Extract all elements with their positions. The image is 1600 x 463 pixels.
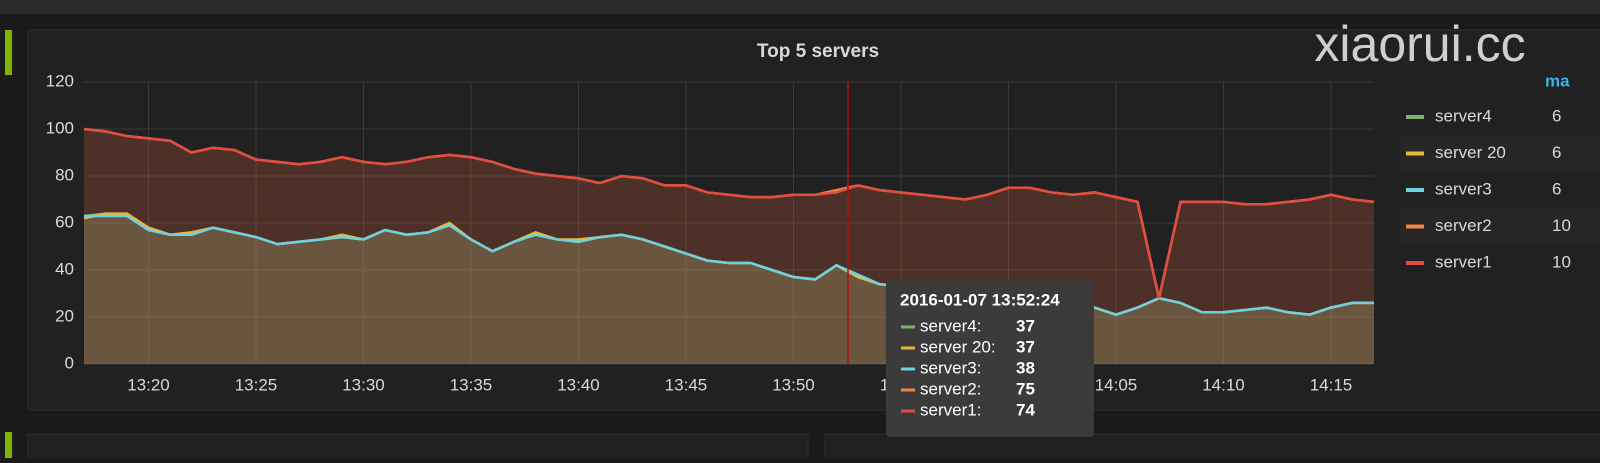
tooltip-label: server3: [920,358,981,377]
legend-value: 6 [1552,143,1561,162]
x-tick-label: 13:35 [450,375,493,394]
tooltip-rows: server4: 37 server 20: 37 server3: 38 server2:… [901,316,1035,419]
x-tick-label: 13:25 [235,375,278,394]
tooltip-swatch [901,325,915,329]
tooltip-swatch [901,367,915,371]
legend-label: server3 [1435,179,1492,198]
tooltip-label: server1: [920,400,981,419]
y-tick-label: 60 [55,212,74,231]
y-tick-label: 100 [46,118,74,137]
panel [27,29,1600,411]
tooltip-swatch [901,346,915,350]
panel [824,433,1600,463]
x-tick-label: 13:50 [772,375,815,394]
tooltip-value: 37 [1016,337,1035,356]
tooltip-value: 75 [1016,379,1035,398]
x-tick-label: 13:30 [342,375,385,394]
tooltip [886,280,1094,437]
tooltip-label: server2: [920,379,981,398]
legend-label: server1 [1435,252,1492,271]
legend-label: server4 [1435,106,1492,125]
panel [27,433,809,463]
watermark: xiaorui.cc [1314,16,1525,72]
top-bar [0,0,1600,14]
legend-swatch [1406,224,1424,229]
legend: server4 6 server 20 6 server3 6 server2 10 serve… [1400,106,1600,271]
legend-swatch [1406,115,1424,119]
x-tick-label: 14:05 [1095,375,1138,394]
row-marker [5,432,12,458]
tooltip-swatch [901,409,915,413]
legend-swatch [1406,151,1424,156]
legend-value: 6 [1552,179,1561,198]
legend-value: 10 [1552,216,1571,235]
legend-row-bg [1400,208,1600,245]
x-tick-label: 13:20 [127,375,170,394]
tooltip-value: 74 [1016,400,1035,419]
y-tick-label: 20 [55,306,74,325]
y-tick-label: 40 [55,259,74,278]
legend-row-bg [1400,135,1600,172]
tooltip-value: 38 [1016,358,1035,377]
x-tick-label: 14:15 [1310,375,1353,394]
legend-header: ma [1545,71,1570,90]
y-tick-label: 80 [55,165,74,184]
legend-label: server2 [1435,216,1492,235]
legend-label: server 20 [1435,143,1506,162]
panel-title: Top 5 servers [757,41,879,62]
x-tick-label: 13:40 [557,375,600,394]
y-tick-label: 120 [46,71,74,90]
tooltip-label: server 20: [920,337,996,356]
series-line [83,127,1375,299]
legend-value: 6 [1552,106,1561,125]
tooltip-label: server4: [920,316,981,335]
legend-swatch [1406,261,1424,265]
x-tick-label: 14:10 [1202,375,1245,394]
legend-value: 10 [1552,252,1571,271]
x-tick-label: 13:45 [665,375,708,394]
tooltip-value: 37 [1016,316,1035,335]
legend-swatch [1406,188,1424,192]
y-tick-label: 0 [65,353,74,372]
tooltip-swatch [901,388,915,392]
tooltip-time: 2016-01-07 13:52:24 [900,290,1060,309]
row-marker [5,30,12,75]
